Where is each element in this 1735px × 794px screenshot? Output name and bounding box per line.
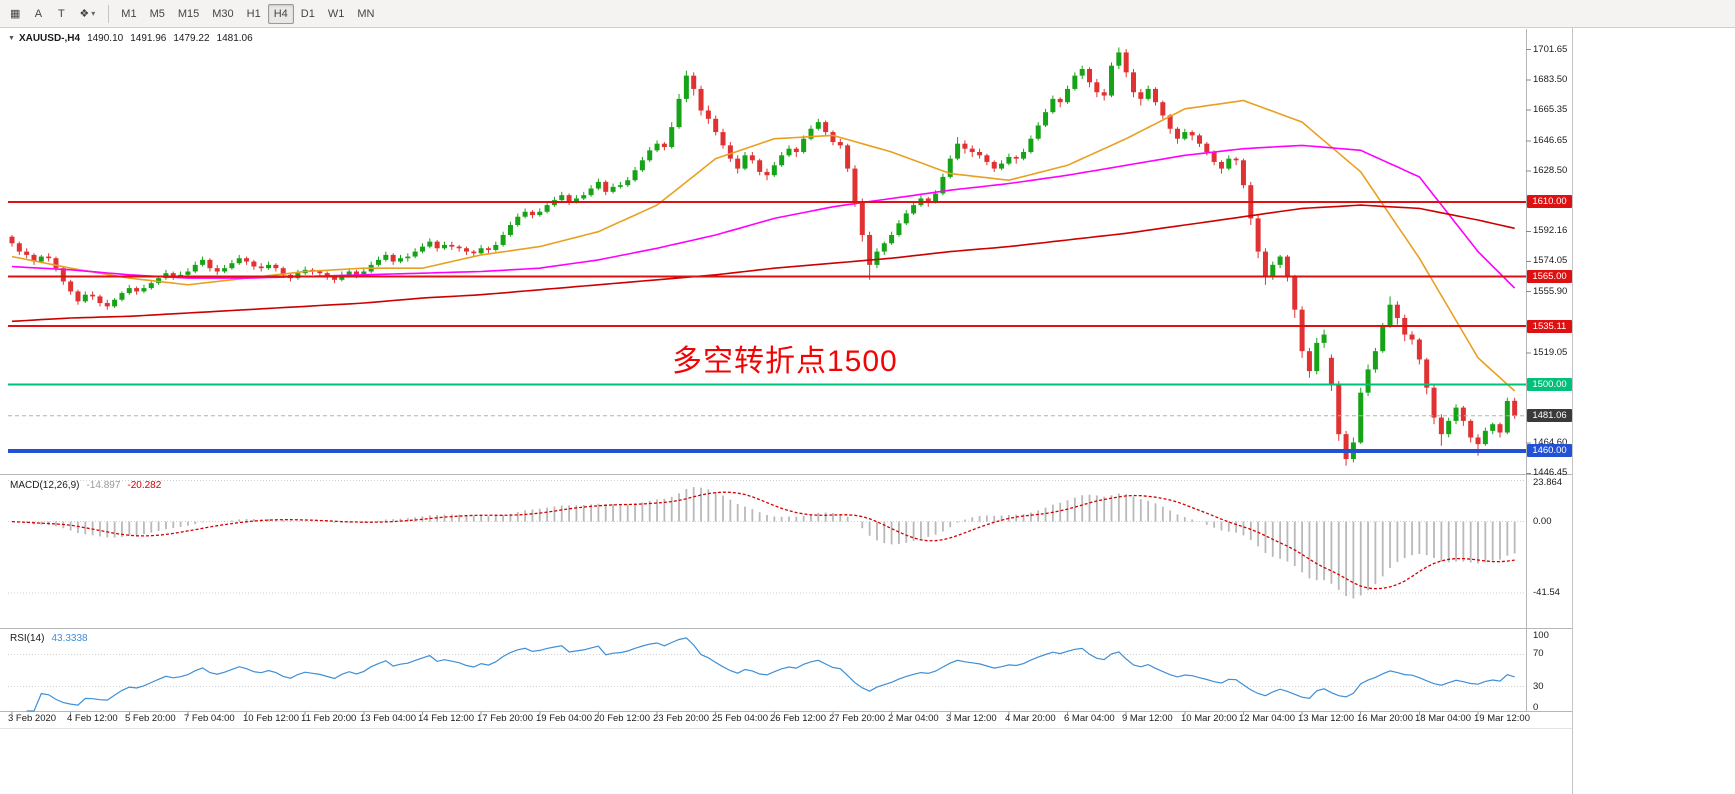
- timeframe-button-H4[interactable]: H4: [267, 3, 294, 24]
- timeframe-button-M15[interactable]: M15: [172, 4, 205, 24]
- ma-mid-line: [11, 144, 1516, 289]
- arrow-tool-icon: A: [34, 7, 43, 20]
- chevron-down-icon: ▾: [91, 9, 96, 18]
- arrow-tool-button[interactable]: A: [27, 4, 49, 24]
- timeframe-switcher: M1 M5 M15 M30 H1 H4 D1 W1 MN: [115, 3, 381, 24]
- toolbar-separator: [108, 4, 110, 23]
- rsi-line: [26, 637, 1515, 712]
- indicator-gridlines: [8, 480, 1526, 688]
- level-lines-layer: [8, 200, 1526, 453]
- shapes-tool-button[interactable]: ❖ ▾: [73, 4, 101, 24]
- chart-grid-button[interactable]: ▦: [4, 4, 26, 24]
- macd-signal-line: [11, 491, 1515, 590]
- ma-fast-line: [11, 99, 1516, 392]
- candles-layer: [9, 47, 1518, 466]
- ma-slow-line: [11, 204, 1515, 323]
- chart-grid-icon: ▦: [10, 8, 21, 20]
- toolbar: ▦ A T ❖ ▾ M1 M5 M15 M30 H1 H4 D1 W1 MN: [0, 0, 1735, 28]
- timeframe-button-W1[interactable]: W1: [322, 4, 351, 24]
- shapes-tool-icon: ❖: [79, 8, 90, 20]
- macd-histogram: [18, 487, 1516, 599]
- text-tool-button[interactable]: T: [50, 4, 72, 24]
- timeframe-button-D1[interactable]: D1: [295, 4, 321, 24]
- panel-frames: [0, 28, 1573, 794]
- scale-ticks: [11, 49, 1531, 715]
- text-tool-icon: T: [58, 7, 65, 20]
- drawing-tools-group: ▦ A T ❖ ▾: [4, 4, 102, 24]
- timeframe-button-M1[interactable]: M1: [115, 4, 142, 24]
- timeframe-button-M30[interactable]: M30: [206, 4, 239, 24]
- timeframe-button-MN[interactable]: MN: [351, 4, 380, 24]
- timeframe-button-H1[interactable]: H1: [241, 4, 267, 24]
- timeframe-button-M5[interactable]: M5: [144, 4, 171, 24]
